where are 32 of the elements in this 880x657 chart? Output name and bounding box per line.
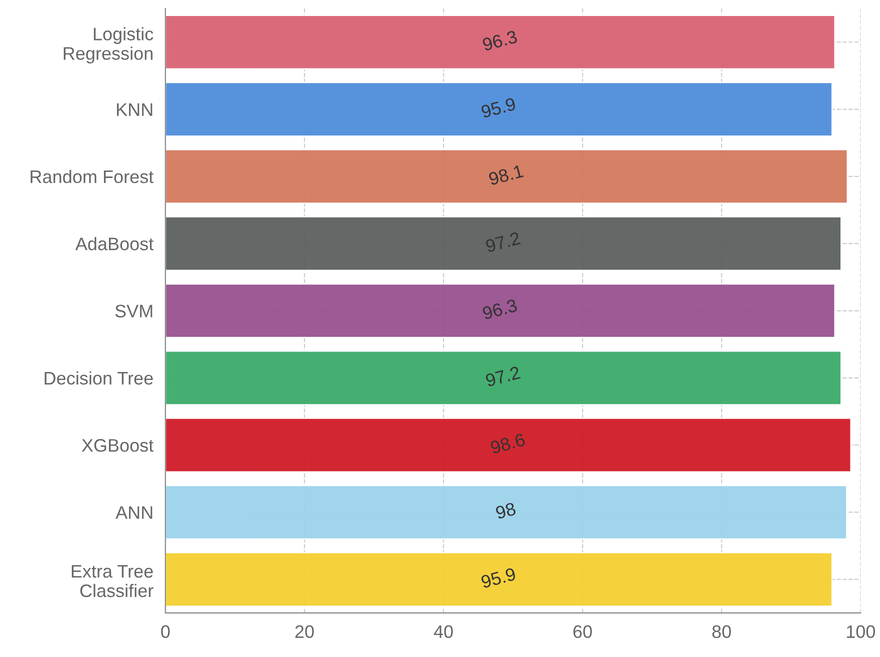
y-tick-label: SVM xyxy=(115,304,152,318)
x-tick-label: 40 xyxy=(434,625,453,638)
bar xyxy=(165,418,852,473)
bar xyxy=(165,552,833,607)
y-tick-label: KNN xyxy=(116,103,152,116)
y-tick-label: ANN xyxy=(116,506,152,519)
x-tick-label: 100 xyxy=(846,625,875,638)
bar xyxy=(165,283,836,338)
y-tick-label: Random Forest xyxy=(30,170,154,184)
y-tick-label: AdaBoost xyxy=(75,237,154,250)
data-label: 98.1 xyxy=(488,164,524,186)
bar xyxy=(165,82,833,137)
data-label: 98.6 xyxy=(490,433,526,454)
data-label: 96.3 xyxy=(482,298,518,320)
y-tick-label: Decision Tree xyxy=(44,371,153,385)
data-label: 96.3 xyxy=(482,30,518,52)
bar xyxy=(165,484,848,540)
y-tick-label: XGBoost xyxy=(82,439,154,452)
bar xyxy=(165,350,842,406)
data-label: 98 xyxy=(495,502,516,520)
data-label: 95.9 xyxy=(480,97,516,118)
bar xyxy=(165,148,848,204)
bar xyxy=(165,14,836,70)
x-tick-label: 60 xyxy=(573,625,592,638)
data-label: 97.2 xyxy=(485,366,521,387)
x-tick-label: 0 xyxy=(161,625,170,638)
x-tick-label: 80 xyxy=(712,625,731,638)
bar xyxy=(165,216,842,272)
data-label: 95.9 xyxy=(480,567,516,588)
y-tick-label: Extra Tree Classifier xyxy=(72,565,154,598)
x-tick-label: 20 xyxy=(295,625,314,638)
y-tick-label: Logistic Regression xyxy=(64,27,154,64)
